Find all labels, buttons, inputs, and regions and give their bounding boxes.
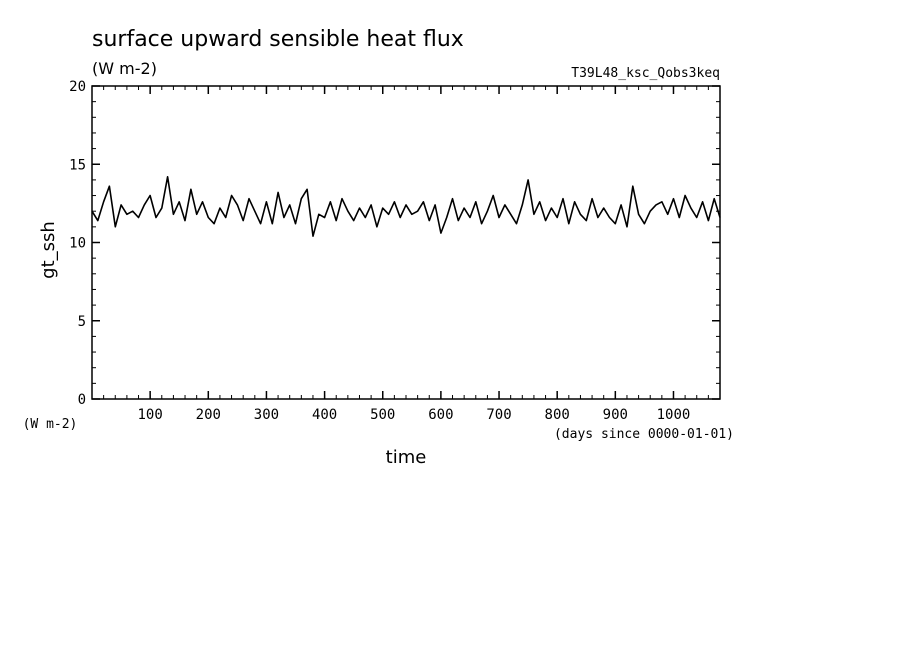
plot-frame — [91, 85, 721, 400]
y-tick-label: 15 — [69, 157, 86, 173]
x-tick-label: 300 — [254, 407, 279, 423]
y-tick-label: 0 — [78, 392, 86, 408]
x-axis-label: time — [386, 447, 427, 468]
series-line — [91, 176, 721, 237]
x-tick-label: 800 — [545, 407, 570, 423]
chart-units: (W m-2) — [92, 59, 157, 78]
x-tick-label: 200 — [196, 407, 221, 423]
run-label: T39L48_ksc_Qobs3keq — [571, 66, 720, 81]
x-tick-label: 700 — [486, 407, 511, 423]
y-axis: 0 5 10 15 20 — [69, 79, 720, 408]
y-axis-units: (W m-2) — [23, 417, 78, 432]
x-axis-units: (days since 0000-01-01) — [554, 427, 734, 442]
x-tick-label: 400 — [312, 407, 337, 423]
x-tick-label: 600 — [428, 407, 453, 423]
y-axis-label: gt_ssh — [38, 221, 59, 279]
chart-title: surface upward sensible heat flux — [92, 27, 464, 52]
x-tick-label: 1000 — [657, 407, 691, 423]
y-tick-label: 20 — [69, 79, 86, 95]
x-tick-label: 900 — [603, 407, 628, 423]
y-tick-label: 5 — [78, 314, 86, 330]
x-tick-label: 100 — [137, 407, 162, 423]
x-axis: 100 200 300 400 500 600 700 800 900 1000 — [103, 86, 709, 423]
y-tick-label: 10 — [69, 236, 86, 252]
x-tick-label: 500 — [370, 407, 395, 423]
series-layer — [91, 176, 721, 237]
